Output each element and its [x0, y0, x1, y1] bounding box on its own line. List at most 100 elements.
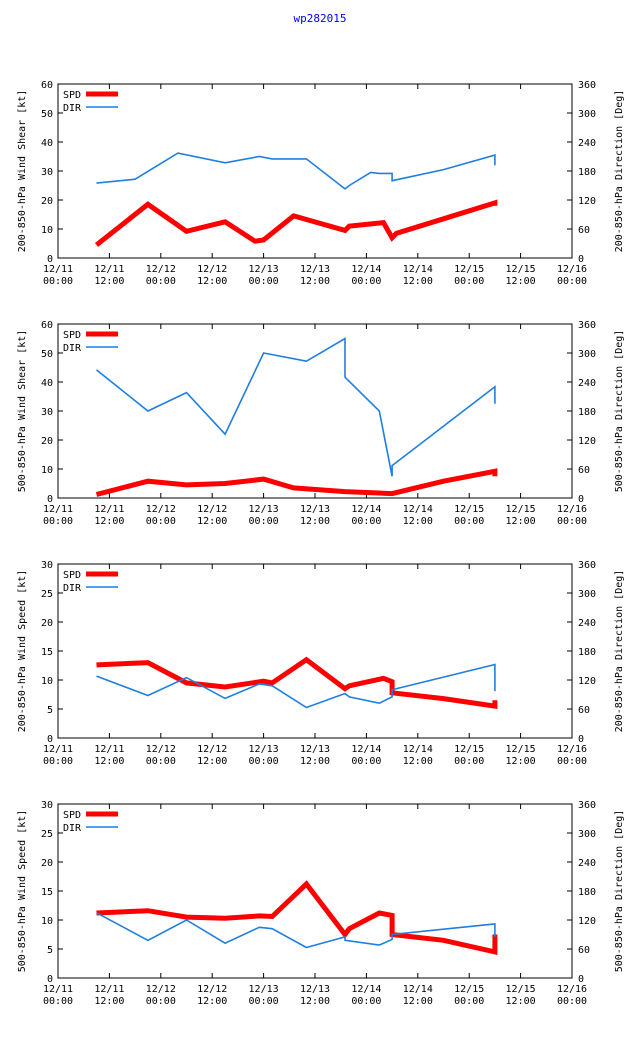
chart-panel-3: 05101520253006012018024030036012/1100:00…	[17, 560, 625, 767]
plot-frame	[57, 83, 573, 259]
x-tick-time-label: 00:00	[43, 516, 73, 527]
legend-label-dir: DIR	[63, 583, 82, 594]
y-tick-label: 0	[47, 254, 53, 265]
x-tick-day-label: 12/13	[249, 264, 279, 275]
x-tick-time-label: 12:00	[300, 276, 330, 287]
x-tick-day-label: 12/15	[506, 264, 536, 275]
x-tick-time-label: 12:00	[300, 996, 330, 1007]
y-tick-label: 10	[41, 225, 53, 236]
dir-series-line	[96, 663, 496, 709]
x-tick-day-label: 12/12	[197, 984, 227, 995]
dir-series-line	[96, 337, 496, 477]
legend-label-spd: SPD	[63, 810, 81, 821]
y2-tick-label: 60	[578, 465, 590, 476]
dir-series-line	[96, 912, 496, 949]
x-tick-time-label: 00:00	[351, 996, 381, 1007]
x-tick-day-label: 12/12	[146, 264, 176, 275]
y2-tick-label: 180	[578, 887, 596, 898]
x-tick-time-label: 12:00	[94, 996, 124, 1007]
x-tick-time-label: 00:00	[557, 276, 587, 287]
y-tick-label: 15	[41, 647, 53, 658]
y2-tick-label: 240	[578, 138, 596, 149]
y2-tick-label: 120	[578, 196, 596, 207]
x-tick-time-label: 12:00	[197, 516, 227, 527]
x-tick-day-label: 12/15	[454, 504, 484, 515]
x-tick-day-label: 12/11	[43, 264, 73, 275]
x-tick-time-label: 00:00	[557, 516, 587, 527]
x-tick-day-label: 12/15	[506, 744, 536, 755]
x-tick-time-label: 12:00	[197, 276, 227, 287]
x-tick-day-label: 12/13	[300, 744, 330, 755]
y2-tick-label: 0	[578, 254, 584, 265]
x-tick-day-label: 12/14	[351, 264, 381, 275]
y-tick-label: 15	[41, 887, 53, 898]
x-tick-day-label: 12/16	[557, 984, 587, 995]
x-tick-time-label: 00:00	[249, 516, 279, 527]
x-tick-day-label: 12/13	[249, 504, 279, 515]
x-tick-time-label: 12:00	[94, 276, 124, 287]
x-tick-time-label: 00:00	[351, 276, 381, 287]
x-tick-day-label: 12/15	[454, 744, 484, 755]
y2-tick-label: 360	[578, 800, 596, 811]
chart-panel-1: 010203040506006012018024030036012/1100:0…	[17, 80, 625, 287]
x-tick-time-label: 00:00	[351, 756, 381, 767]
x-tick-day-label: 12/14	[403, 264, 433, 275]
y2-tick-label: 60	[578, 225, 590, 236]
y-tick-label: 10	[41, 916, 53, 927]
x-tick-day-label: 12/14	[351, 984, 381, 995]
x-tick-day-label: 12/11	[43, 744, 73, 755]
y2-tick-label: 60	[578, 705, 590, 716]
y-tick-label: 30	[41, 560, 53, 571]
x-tick-time-label: 00:00	[43, 276, 73, 287]
y2-tick-label: 300	[578, 109, 596, 120]
x-tick-time-label: 00:00	[249, 756, 279, 767]
y2-tick-label: 120	[578, 436, 596, 447]
legend-label-spd: SPD	[63, 330, 81, 341]
y2-tick-label: 180	[578, 167, 596, 178]
x-tick-day-label: 12/13	[300, 984, 330, 995]
x-tick-day-label: 12/15	[506, 504, 536, 515]
y2-tick-label: 0	[578, 974, 584, 985]
y2-axis-label: 200-850-hPa Direction [Deg]	[614, 90, 625, 253]
x-tick-time-label: 12:00	[94, 516, 124, 527]
y-tick-label: 60	[41, 80, 53, 91]
x-tick-day-label: 12/11	[94, 504, 124, 515]
plot-frame	[57, 563, 573, 739]
y-axis-label: 500-850-hPa Wind Shear [kt]	[17, 330, 28, 493]
x-tick-time-label: 12:00	[506, 516, 536, 527]
x-tick-time-label: 12:00	[403, 756, 433, 767]
x-tick-time-label: 00:00	[146, 756, 176, 767]
x-tick-time-label: 12:00	[403, 276, 433, 287]
x-tick-day-label: 12/12	[146, 504, 176, 515]
spd-series-line	[96, 880, 498, 956]
x-tick-day-label: 12/13	[300, 264, 330, 275]
x-tick-day-label: 12/16	[557, 744, 587, 755]
legend-label-spd: SPD	[63, 90, 81, 101]
y2-tick-label: 360	[578, 560, 596, 571]
y-tick-label: 60	[41, 320, 53, 331]
y2-axis-label: 500-850-hPa Direction [Deg]	[614, 810, 625, 973]
y2-tick-label: 300	[578, 829, 596, 840]
y-axis-label: 200-850-hPa Wind Shear [kt]	[17, 90, 28, 253]
x-tick-day-label: 12/12	[197, 744, 227, 755]
x-tick-day-label: 12/13	[249, 984, 279, 995]
y-tick-label: 0	[47, 494, 53, 505]
x-tick-day-label: 12/14	[403, 504, 433, 515]
x-tick-time-label: 00:00	[249, 996, 279, 1007]
x-tick-time-label: 00:00	[557, 756, 587, 767]
x-tick-day-label: 12/13	[300, 504, 330, 515]
y2-tick-label: 300	[578, 349, 596, 360]
x-tick-day-label: 12/15	[506, 984, 536, 995]
legend-label-dir: DIR	[63, 103, 82, 114]
y-tick-label: 20	[41, 618, 53, 629]
x-tick-time-label: 00:00	[43, 756, 73, 767]
y2-axis-label: 200-850-hPa Direction [Deg]	[614, 570, 625, 733]
y2-tick-label: 360	[578, 320, 596, 331]
x-tick-time-label: 12:00	[506, 756, 536, 767]
x-tick-day-label: 12/16	[557, 264, 587, 275]
x-tick-day-label: 12/15	[454, 984, 484, 995]
y-tick-label: 0	[47, 974, 53, 985]
y2-tick-label: 0	[578, 494, 584, 505]
y2-tick-label: 120	[578, 676, 596, 687]
x-tick-day-label: 12/11	[94, 744, 124, 755]
